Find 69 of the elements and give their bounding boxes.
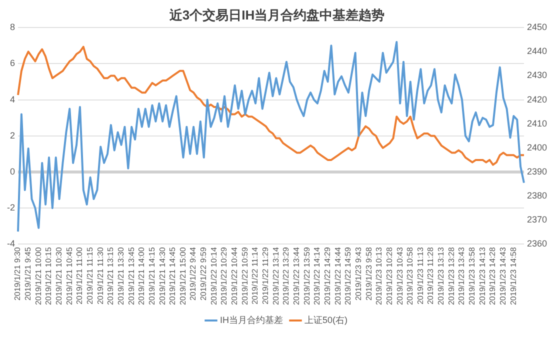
y2-tick-label: 2450	[526, 22, 548, 32]
x-tick-label: 2019/1/23 10:13	[374, 246, 384, 306]
y-tick-label: 6	[10, 58, 15, 68]
y2-tick-label: 2400	[526, 142, 548, 152]
x-tick-label: 2019/1/23 14:28	[488, 246, 498, 306]
x-tick-label: 2019/1/21 13:15	[106, 246, 116, 306]
y-tick-label: -4	[6, 238, 15, 249]
x-tick-label: 2019/1/21 10:00	[34, 246, 43, 306]
x-tick-label: 2019/1/21 14:00	[137, 246, 146, 306]
x-tick-label: 2019/1/21 10:15	[44, 246, 54, 306]
y-tick-label: 4	[10, 94, 15, 104]
x-tick-label: 2019/1/22 13:59	[302, 246, 312, 306]
x-tick-label: 2019/1/23 11:28	[426, 246, 436, 304]
x-tick-label: 2019/1/22 14:44	[333, 246, 342, 306]
x-tick-label: 2019/1/21 14:15	[147, 246, 156, 306]
x-tick-label: 2019/1/23 13:43	[457, 246, 466, 306]
x-tick-label: 2019/1/21 14:30	[158, 246, 167, 306]
x-tick-label: 2019/1/23 13:58	[468, 246, 477, 306]
y2-tick-label: 2380	[526, 190, 548, 201]
x-tick-label: 2019/1/23 13:13	[436, 246, 446, 306]
x-tick-label: 2019/1/22 11:29	[261, 246, 270, 304]
x-tick-label: 2019/1/22 11:14	[250, 246, 260, 304]
y2-tick-label: 2360	[526, 238, 548, 249]
x-tick-label: 2019/1/21 10:45	[64, 246, 74, 306]
y-tick-label: 2	[10, 130, 15, 140]
x-tick-label: 2019/1/23 14:58	[508, 246, 518, 306]
y2-tick-label: 2440	[526, 46, 548, 56]
x-tick-label: 2019/1/21 13:30	[116, 246, 126, 306]
x-tick-label: 2019/1/22 13:29	[282, 246, 291, 306]
x-tick-label: 2019/1/23 10:28	[384, 246, 394, 306]
x-tick-label: 2019/1/21 14:45	[168, 246, 178, 306]
x-tick-label: 2019/1/23 9:58	[364, 246, 374, 301]
x-tick-label: 2019/1/22 13:44	[292, 246, 302, 306]
y2-tick-label: 2410	[526, 118, 548, 128]
x-tick-label: 2019/1/23 11:13	[416, 246, 425, 304]
x-tick-label: 2019/1/21 11:30	[96, 246, 105, 304]
legend-label: IH当月合约基差	[220, 314, 283, 325]
y-tick-label: -2	[6, 202, 15, 213]
legend-label: 上证50(右)	[304, 314, 348, 325]
x-tick-label: 2019/1/22 9:44	[188, 246, 198, 301]
x-tick-label: 2019/1/22 14:59	[344, 246, 353, 306]
x-tick-label: 2019/1/23 9:43	[354, 246, 363, 301]
y2-tick-label: 2390	[526, 166, 548, 176]
x-tick-label: 2019/1/21 15:00	[178, 246, 188, 306]
x-tick-label: 2019/1/22 14:14	[312, 246, 322, 306]
chart-title: 近3个交易日IH当月合约盘中基差趋势	[168, 7, 385, 22]
x-tick-label: 2019/1/21 11:00	[75, 246, 84, 304]
x-tick-label: 2019/1/21 13:45	[126, 246, 136, 306]
x-tick-label: 2019/1/21 10:30	[54, 246, 64, 306]
x-tick-label: 2019/1/22 10:29	[220, 246, 229, 306]
x-tick-label: 2019/1/22 14:29	[322, 246, 332, 306]
x-tick-label: 2019/1/22 13:14	[271, 246, 280, 306]
x-tick-label: 2019/1/21 9:30	[13, 246, 22, 301]
y2-tick-label: 2430	[526, 70, 548, 80]
y2-tick-label: 2370	[526, 214, 548, 225]
x-tick-label: 2019/1/22 10:44	[230, 246, 240, 306]
x-tick-label: 2019/1/23 10:58	[406, 246, 415, 306]
y-tick-label: 0	[10, 166, 15, 176]
y-tick-label: 8	[10, 22, 15, 32]
x-tick-label: 2019/1/21 9:45	[24, 246, 33, 301]
x-tick-label: 2019/1/22 9:59	[199, 246, 208, 301]
y2-tick-label: 2420	[526, 94, 548, 104]
x-tick-label: 2019/1/23 13:28	[446, 246, 456, 306]
x-tick-label: 2019/1/22 10:14	[209, 246, 218, 306]
x-tick-label: 2019/1/22 10:59	[240, 246, 250, 306]
x-tick-label: 2019/1/23 10:43	[395, 246, 404, 306]
x-tick-label: 2019/1/23 14:43	[498, 246, 508, 306]
x-tick-label: 2019/1/21 11:15	[85, 246, 94, 304]
x-tick-label: 2019/1/23 14:13	[478, 246, 487, 306]
